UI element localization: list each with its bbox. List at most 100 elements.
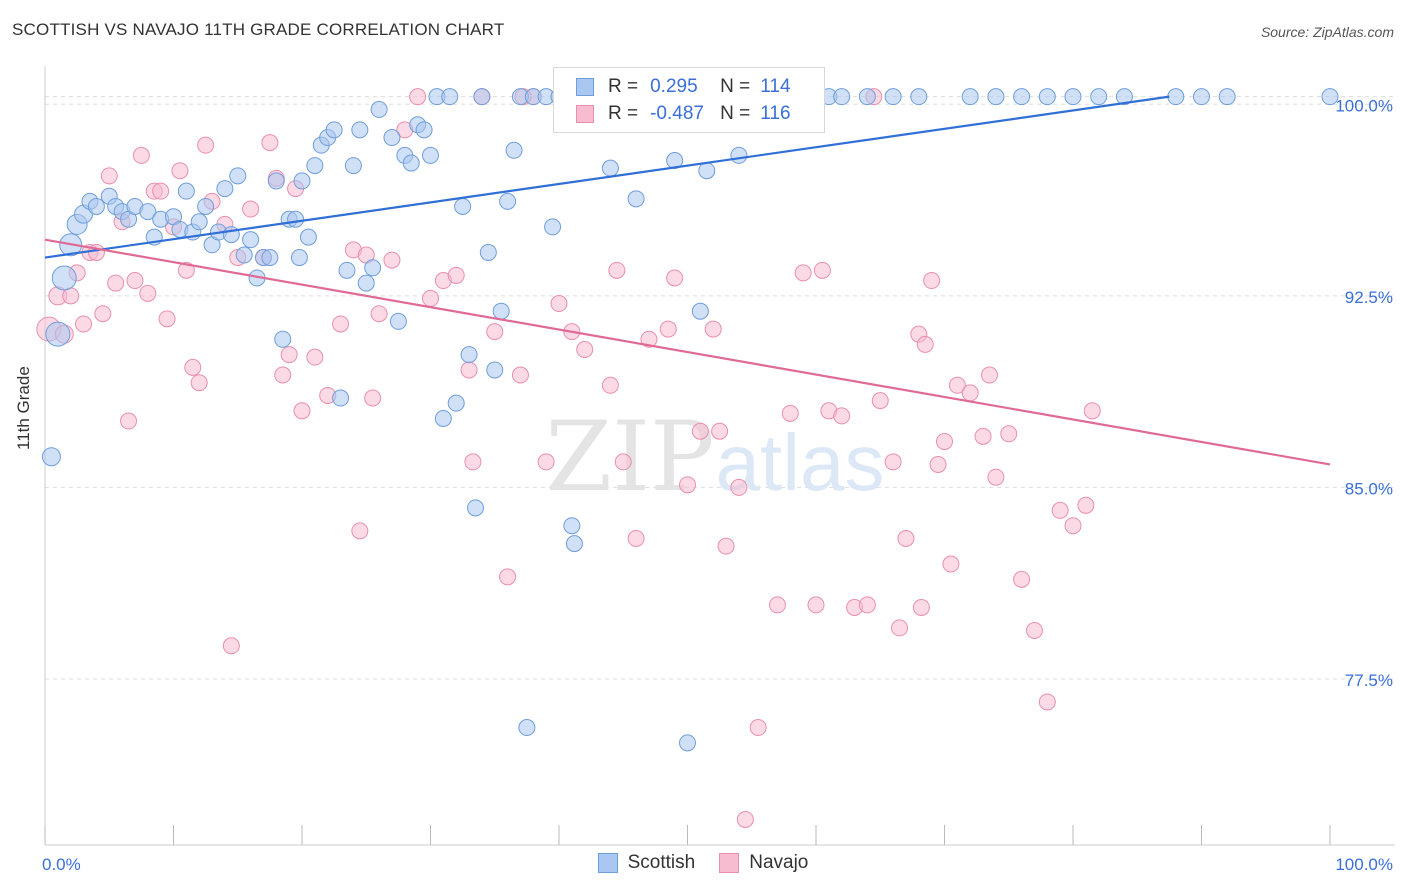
scottish-point bbox=[290, 249, 308, 267]
y-tick-label: 77.5% bbox=[1345, 671, 1393, 690]
navajo-point bbox=[383, 251, 401, 269]
scottish-point bbox=[299, 228, 317, 246]
navajo-point bbox=[871, 392, 889, 410]
navajo-point bbox=[139, 284, 157, 302]
scottish-point bbox=[190, 213, 208, 231]
scottish-point bbox=[441, 88, 459, 106]
navajo-point bbox=[749, 719, 767, 737]
series-legend: Scottish Navajo bbox=[0, 852, 1406, 874]
scottish-swatch bbox=[576, 78, 594, 96]
chart-title: SCOTTISH VS NAVAJO 11TH GRADE CORRELATIO… bbox=[12, 20, 505, 39]
scottish-point bbox=[884, 88, 902, 106]
scottish-point bbox=[338, 261, 356, 279]
navajo-point bbox=[447, 266, 465, 284]
scottish-point bbox=[698, 162, 716, 180]
navajo-point bbox=[1083, 402, 1101, 420]
navajo-point bbox=[627, 530, 645, 548]
scottish-point bbox=[565, 535, 583, 553]
scottish-point bbox=[293, 172, 311, 190]
legend-n-value: 114 bbox=[760, 76, 791, 97]
navajo-point bbox=[948, 376, 966, 394]
navajo-point bbox=[1051, 501, 1069, 519]
scottish-point bbox=[222, 226, 240, 244]
navajo-point bbox=[486, 323, 504, 341]
navajo-point bbox=[1025, 621, 1043, 639]
gridlines bbox=[45, 96, 1395, 680]
scottish-point bbox=[833, 88, 851, 106]
navajo-trend-line bbox=[44, 238, 1331, 466]
scottish-point bbox=[351, 121, 369, 139]
navajo-point bbox=[280, 346, 298, 364]
navajo-point bbox=[550, 295, 568, 313]
scottish-point bbox=[563, 517, 581, 535]
navajo-point bbox=[171, 162, 189, 180]
navajo-point bbox=[75, 315, 93, 333]
navajo-point bbox=[364, 389, 382, 407]
navajo-point bbox=[987, 468, 1005, 486]
scottish-point bbox=[325, 121, 343, 139]
navajo-point bbox=[422, 289, 439, 307]
scottish-point bbox=[357, 274, 375, 292]
trend-lines bbox=[44, 95, 1331, 466]
navajo-point bbox=[936, 432, 953, 450]
tick-labels: 77.5% 85.0% 92.5% 100.0% 0.0% 100.0% bbox=[42, 96, 1393, 874]
navajo-point bbox=[1013, 570, 1031, 588]
navajo-point bbox=[807, 596, 825, 614]
navajo-point bbox=[1000, 425, 1018, 443]
scottish-swatch bbox=[597, 853, 618, 873]
navajo-swatch bbox=[719, 853, 740, 873]
legend-n-label: N = bbox=[720, 103, 751, 124]
navajo-point bbox=[100, 167, 118, 185]
navajo-point bbox=[614, 453, 632, 471]
navajo-point bbox=[177, 261, 195, 279]
navajo-point bbox=[274, 366, 292, 384]
scottish-point bbox=[1167, 88, 1185, 106]
navajo-point bbox=[332, 315, 350, 333]
scottish-point bbox=[389, 312, 407, 330]
scottish-point bbox=[344, 157, 362, 175]
scottish-point bbox=[242, 231, 260, 249]
scottish-point bbox=[229, 167, 247, 185]
navajo-point bbox=[717, 537, 735, 555]
navajo-point bbox=[884, 453, 902, 471]
scottish-point bbox=[910, 88, 928, 106]
legend-item-scottish[interactable]: Scottish bbox=[597, 852, 695, 874]
navajo-point bbox=[679, 476, 696, 494]
scottish-point bbox=[518, 719, 536, 737]
navajo-point bbox=[222, 637, 240, 655]
scottish-point bbox=[447, 394, 465, 412]
navajo-point bbox=[242, 200, 260, 218]
scottish-point bbox=[1038, 88, 1056, 106]
navajo-point bbox=[576, 341, 594, 359]
navajo-point bbox=[640, 330, 658, 348]
y-tick-label: 100.0% bbox=[1335, 96, 1393, 115]
scottish-point bbox=[216, 180, 234, 198]
navajo-point bbox=[499, 568, 517, 586]
scottish-point bbox=[627, 190, 645, 208]
navajo-point bbox=[460, 361, 478, 379]
legend-item-navajo[interactable]: Navajo bbox=[719, 852, 808, 874]
scottish-point bbox=[1090, 88, 1108, 106]
navajo-point bbox=[184, 358, 202, 376]
navajo-point bbox=[351, 522, 369, 540]
y-tick-label: 85.0% bbox=[1345, 479, 1393, 498]
navajo-point bbox=[891, 619, 909, 637]
scottish-point bbox=[1218, 88, 1236, 106]
stats-legend: R = 0.295 N = 114 R = -0.487 N = 116 bbox=[553, 67, 825, 133]
scottish-point bbox=[402, 154, 420, 172]
scottish-point bbox=[261, 249, 279, 267]
scottish-point bbox=[460, 346, 478, 364]
navajo-point bbox=[409, 88, 427, 106]
legend-row-scottish: R = 0.295 N = 114 bbox=[576, 76, 791, 98]
navajo-point bbox=[980, 366, 998, 384]
scottish-point bbox=[1193, 88, 1210, 106]
navajo-point bbox=[781, 404, 799, 422]
scottish-point bbox=[1115, 88, 1133, 106]
navajo-point bbox=[370, 305, 388, 323]
navajo-point bbox=[107, 274, 125, 292]
scottish-point bbox=[235, 246, 253, 264]
navajo-point bbox=[158, 310, 176, 328]
scottish-point bbox=[332, 389, 350, 407]
navajo-point bbox=[711, 422, 729, 440]
scottish-point bbox=[267, 172, 285, 190]
